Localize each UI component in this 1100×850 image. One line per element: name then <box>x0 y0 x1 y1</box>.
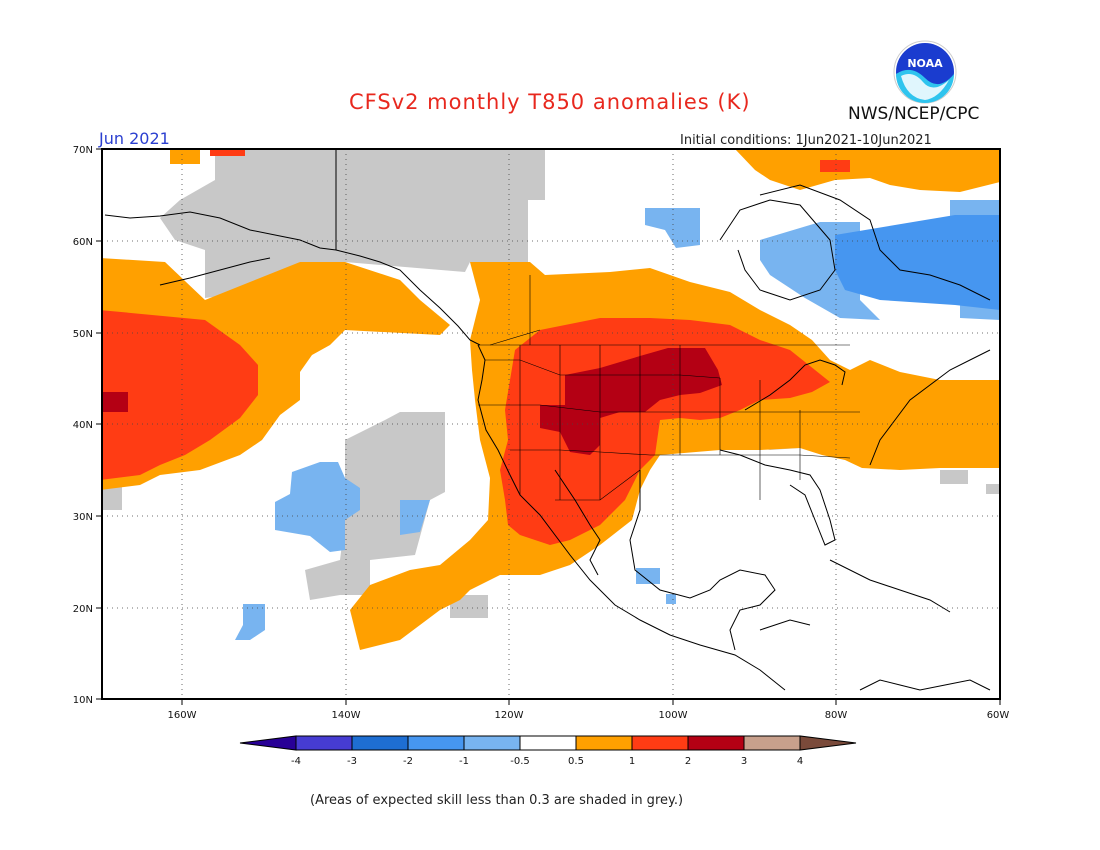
colorbar-tick-label: -0.5 <box>510 756 530 767</box>
colorbar-tick-label: -3 <box>347 756 357 767</box>
lon-label: 80W <box>825 710 848 721</box>
forecast-month: Jun 2021 <box>99 129 170 148</box>
political-borders <box>478 275 860 501</box>
colorbar-swatch <box>295 735 353 751</box>
colorbar-swatch <box>687 735 745 751</box>
skill-footnote: (Areas of expected skill less than 0.3 a… <box>310 793 684 808</box>
colorbar-tick-label: 2 <box>685 756 691 767</box>
lat-label: 70N <box>73 145 93 156</box>
colorbar-tick-label: 1 <box>629 756 635 767</box>
agency-label: NWS/NCEP/CPC <box>848 104 980 124</box>
colorbar-swatch <box>519 735 577 751</box>
map-title: CFSv2 monthly T850 anomalies (K) <box>349 90 751 114</box>
lat-label: 10N <box>73 695 93 706</box>
initial-conditions-label: Initial conditions: 1Jun2021-10Jun2021 <box>680 133 932 148</box>
colorbar-swatch <box>351 735 409 751</box>
colorbar-tick-label: -2 <box>403 756 413 767</box>
lon-label: 100W <box>659 710 688 721</box>
latitude-labels: 70N 60N 50N 40N 30N 20N 10N <box>73 145 93 706</box>
lon-label: 160W <box>168 710 197 721</box>
colorbar-tick-label: 0.5 <box>568 756 584 767</box>
lat-label: 40N <box>73 420 93 431</box>
colorbar-tick-label: -1 <box>459 756 469 767</box>
lat-label: 50N <box>73 329 93 340</box>
lat-label: 30N <box>73 512 93 523</box>
colorbar-swatch <box>575 735 633 751</box>
colorbar-swatch <box>463 735 521 751</box>
colorbar-swatch <box>239 735 297 751</box>
lon-label: 120W <box>495 710 524 721</box>
colorbar-swatch <box>407 735 465 751</box>
longitude-labels: 160W 140W 120W 100W 80W 60W <box>168 710 1010 721</box>
noaa-logo: NOAA <box>893 40 957 104</box>
svg-text:NOAA: NOAA <box>907 57 943 70</box>
colorbar-tick-label: -4 <box>291 756 301 767</box>
colorbar-swatch <box>743 735 801 751</box>
colorbar-swatch <box>799 735 857 751</box>
colorbar-tick-label: 4 <box>797 756 803 767</box>
lat-label: 20N <box>73 604 93 615</box>
graticule <box>102 149 1000 699</box>
lat-label: 60N <box>73 237 93 248</box>
colorbar-tick-label: 3 <box>741 756 747 767</box>
lon-label: 140W <box>332 710 361 721</box>
lon-label: 60W <box>987 710 1010 721</box>
colorbar-swatch <box>631 735 689 751</box>
coastlines <box>104 149 991 691</box>
axis-ticks <box>96 148 1001 705</box>
